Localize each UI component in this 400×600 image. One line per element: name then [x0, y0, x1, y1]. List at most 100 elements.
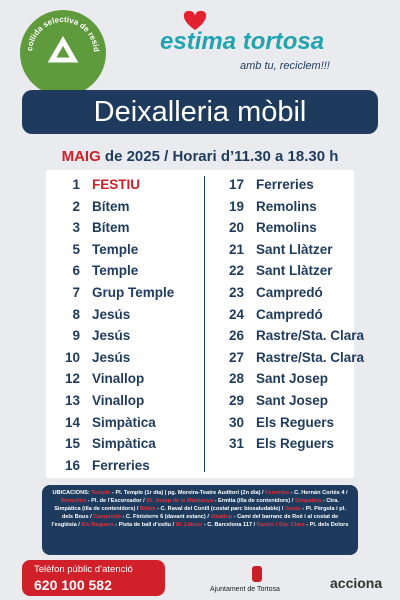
day: 2 — [72, 198, 80, 214]
title: Deixalleria mòbil — [22, 90, 378, 134]
day: 29 — [228, 393, 244, 408]
divider — [204, 176, 205, 472]
location-place: Temple — [91, 490, 111, 496]
locations-heading: UBICACIONS: — [52, 490, 90, 496]
day: 31 — [228, 436, 244, 452]
day: 5 — [72, 241, 80, 257]
place: Vinallop — [92, 371, 145, 387]
location-place: St. Josep de la Muntanya — [146, 498, 214, 504]
location-place: St. Llàtzer — [175, 522, 203, 528]
schedule-row: 13 Vinallop — [58, 391, 144, 411]
schedule-row: 23 Campredó — [222, 283, 323, 303]
hours: de 2025 / Horari d’11.30 a 18.30 h — [104, 148, 339, 165]
schedule-row: 17 Ferreries — [222, 175, 314, 195]
location-place: Rastre i Sta. Clara — [256, 522, 305, 528]
place: Sant Llàtzer — [256, 263, 333, 279]
place: Sant Josep — [256, 371, 329, 387]
schedule-row: 24 Campredó — [222, 305, 323, 325]
schedule-row: 5 Temple — [58, 240, 138, 260]
slogan: amb tu, reciclem!!! — [240, 60, 330, 72]
place: Campredó — [256, 285, 323, 300]
location-place: Els Reguers — [81, 522, 114, 528]
place: FESTIU — [92, 177, 141, 192]
schedule-row: 28 Sant Josep — [222, 369, 328, 389]
phone-number: 620 100 582 — [34, 577, 112, 593]
day: 15 — [64, 436, 80, 452]
day: 3 — [72, 220, 80, 236]
schedule-row: 27 Rastre/Sta. Clara — [222, 348, 364, 368]
schedule-row: 7 Grup Temple — [58, 283, 174, 303]
locations: UBICACIONS: Temple - Pl. Temple (1r dia)… — [42, 485, 358, 555]
place: Vinallop — [92, 393, 145, 408]
council-shield — [252, 566, 262, 582]
location-place: Simpàtica — [294, 498, 322, 504]
logo: estima tortosa — [160, 28, 325, 55]
day: 14 — [64, 414, 80, 430]
schedule-row: 29 Sant Josep — [222, 391, 328, 411]
place: Jesús — [92, 306, 131, 322]
place: Ferreries — [256, 177, 314, 192]
day: 27 — [228, 349, 244, 365]
day: 26 — [228, 328, 244, 344]
location-detail: - Camí del barranc de Roé i al costat de… — [51, 514, 339, 528]
month: MAIG — [61, 148, 101, 165]
schedule-row: 19 Remolins — [222, 197, 317, 217]
schedule-row: 6 Temple — [58, 261, 138, 281]
location-detail: - Pl. Pèrgola i pl. dels Bous / — [61, 506, 346, 520]
schedule-row: 8 Jesús — [58, 305, 130, 325]
place: Remolins — [256, 198, 317, 214]
day: 10 — [64, 349, 80, 365]
place: Bítem — [92, 198, 130, 214]
place: Simpàtica — [92, 436, 156, 452]
location-detail: - Ermita (illa de contenidors) / — [213, 498, 294, 504]
schedule-panel — [46, 170, 354, 478]
schedule-row: 12 Vinallop — [58, 369, 144, 389]
location-place: Remolins — [61, 498, 87, 504]
location-detail: - Pl. Temple (1r dia) | pg. Moreira-Teat… — [110, 490, 264, 496]
day: 21 — [228, 241, 244, 257]
location-detail: - Pista de ball d’estiu / — [113, 522, 175, 528]
location-detail: - C. Finisterre 6 (davant estanc) / — [120, 514, 209, 520]
place: Bítem — [92, 220, 130, 236]
heart — [183, 10, 207, 30]
schedule-row: 26 Rastre/Sta. Clara — [222, 326, 364, 346]
day: 7 — [72, 285, 80, 300]
location-detail: - Pl. de l’Escorxador / — [86, 498, 145, 504]
schedule-row: 21 Sant Llàtzer — [222, 240, 333, 260]
phone-box: Telèfon públic d’atenció 620 100 582 — [22, 560, 165, 596]
badge: Recollida selectiva de residus — [18, 8, 106, 96]
day: 19 — [228, 198, 244, 214]
place: Sant Josep — [256, 393, 329, 408]
schedule-row: 16 Ferreries — [58, 456, 150, 476]
place: Rastre/Sta. Clara — [256, 328, 365, 344]
day: 9 — [72, 328, 80, 344]
schedule-row: 22 Sant Llàtzer — [222, 261, 333, 281]
place: Jesús — [92, 349, 131, 365]
schedule-row: 30 Els Reguers — [222, 413, 334, 433]
location-detail: - Ctra. Simpàtica (illa de contenidors) … — [54, 498, 339, 512]
place: Simpàtica — [92, 414, 156, 430]
place: Els Reguers — [256, 436, 335, 452]
day: 16 — [64, 457, 80, 473]
day: 17 — [228, 177, 244, 192]
place: Grup Temple — [92, 285, 175, 300]
place: Temple — [92, 241, 139, 257]
day: 8 — [72, 306, 80, 322]
day: 6 — [72, 263, 80, 279]
place: Remolins — [256, 220, 317, 236]
day: 13 — [64, 393, 80, 408]
schedule-row: 10 Jesús — [58, 348, 130, 368]
location-detail: - Pl. dels Dolors — [304, 522, 349, 528]
place: Jesús — [92, 328, 131, 344]
place: Campredó — [256, 306, 323, 322]
place: Temple — [92, 263, 139, 279]
day: 30 — [228, 414, 244, 430]
place: Sant Llàtzer — [256, 241, 333, 257]
schedule-row: 9 Jesús — [58, 326, 130, 346]
place: Rastre/Sta. Clara — [256, 349, 365, 365]
day: 20 — [228, 220, 244, 236]
location-place: Bítem — [139, 506, 156, 512]
day: 24 — [228, 306, 244, 322]
phone-label: Telèfon públic d’atenció — [34, 564, 133, 575]
day: 23 — [228, 285, 244, 300]
